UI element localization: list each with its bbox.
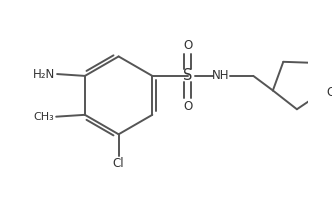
Text: H₂N: H₂N [33, 68, 55, 81]
Text: CH₃: CH₃ [34, 112, 54, 122]
Text: S: S [183, 68, 192, 83]
Text: O: O [183, 39, 192, 52]
Text: O: O [183, 100, 192, 113]
Text: NH: NH [212, 69, 230, 82]
Text: O: O [327, 86, 332, 99]
Text: Cl: Cl [113, 157, 124, 170]
